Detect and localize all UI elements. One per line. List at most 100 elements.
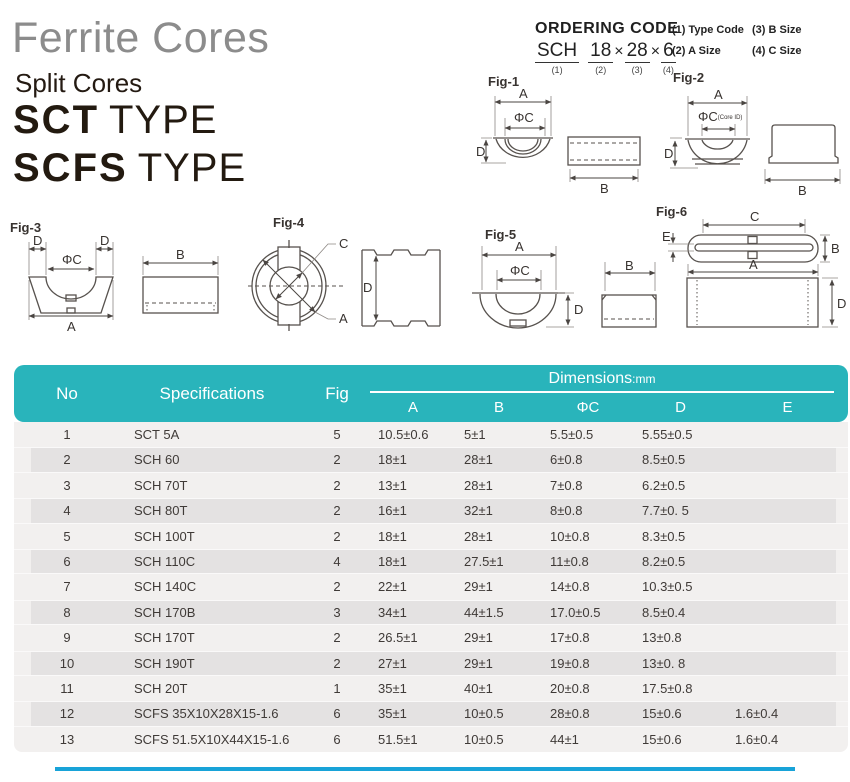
cell-no: 13 — [59, 731, 75, 747]
type-scfs-rest: TYPE — [137, 146, 247, 190]
dim-label-d: D — [33, 233, 42, 248]
legend-item: (3) B Size — [752, 24, 802, 36]
col-header-e: E — [782, 399, 793, 416]
cell-specification: SCH 140C — [134, 579, 197, 595]
cell-specification: SCH 190T — [134, 655, 195, 671]
cell-fig: 5 — [333, 427, 341, 442]
table-row: 8 SCH 170B 3 34±1 44±1.5 17.0±0.5 8.5±0.… — [14, 599, 848, 626]
dim-label-b: B — [831, 241, 840, 256]
dim-label-b: B — [600, 181, 609, 196]
cell-dim-e — [727, 676, 848, 701]
cell-dim-phic: 11±0.8 — [550, 553, 589, 569]
dim-label-d: D — [476, 144, 485, 159]
cell-dim-d: 13±0. 8 — [642, 655, 686, 671]
page-title: Ferrite Cores — [12, 14, 270, 62]
code-part-b: 28 (3) — [624, 40, 650, 75]
cell-dim-phic: 19±0.8 — [550, 655, 590, 671]
code-part-num: (2) — [595, 64, 607, 75]
legend-item: (2) A Size — [672, 45, 721, 57]
cell-dim-b: 10±0.5 — [464, 731, 504, 747]
cell-dim-phic: 14±0.8 — [550, 579, 590, 595]
col-header-specifications: Specifications — [159, 384, 265, 403]
core-id-note: (Core ID) — [718, 115, 743, 121]
cell-dim-e — [727, 574, 848, 599]
fig-3-diagram: Fig-3 D D ΦC A B — [10, 220, 219, 334]
col-header-d: D — [675, 399, 686, 416]
cell-specification: SCFS 35X10X28X15-1.6 — [134, 706, 279, 722]
cell-dim-d: 15±0.6 — [642, 706, 682, 722]
cell-fig: 2 — [333, 503, 341, 519]
cell-no: 3 — [63, 477, 71, 493]
type-title-scfs: SCFS TYPE — [13, 148, 246, 188]
cell-no: 1 — [63, 427, 71, 442]
cell-no: 6 — [63, 553, 71, 569]
cell-dim-a: 34±1 — [378, 604, 407, 620]
spec-table-header: No Specifications Fig Dimensions:mm A B … — [14, 365, 848, 422]
cell-dim-e — [727, 549, 848, 574]
table-row: 11 SCH 20T 1 35±1 40±1 20±0.8 17.5±0.8 — [14, 676, 848, 701]
col-header-fig: Fig — [325, 384, 349, 403]
table-row: 1 SCT 5A 5 10.5±0.6 5±1 5.5±0.5 5.55±0.5 — [14, 422, 848, 447]
cell-dim-a: 18±1 — [378, 553, 407, 569]
cell-dim-d: 8.5±0.5 — [642, 452, 686, 468]
dim-label-phic: ΦC — [62, 252, 82, 267]
cell-specification: SCH 170T — [134, 630, 195, 646]
cell-dim-e: 1.6±0.4 — [735, 731, 779, 747]
dim-label-a: A — [749, 257, 758, 272]
cell-specification: SCT 5A — [134, 427, 180, 442]
cell-no: 5 — [63, 528, 71, 544]
cell-dim-a: 18±1 — [378, 452, 407, 468]
ordering-legend: (1) Type Code (3) B Size (2) A Size (4) … — [672, 24, 802, 57]
legend-item: (1) Type Code — [672, 24, 744, 36]
cell-dim-b: 29±1 — [464, 655, 493, 671]
cell-fig: 2 — [333, 655, 341, 671]
code-part-c: 6 (4) — [661, 40, 676, 75]
type-title-sct: SCT TYPE — [13, 100, 217, 140]
fig-5-label: Fig-5 — [485, 227, 516, 242]
table-row: 6 SCH 110C 4 18±1 27.5±1 11±0.8 8.2±0.5 — [14, 548, 848, 575]
code-part-num: (4) — [662, 64, 674, 75]
ordering-code-example: SCH (1) 18 (2) × 28 (3) × 6 (4) — [535, 40, 678, 75]
cell-no: 8 — [63, 604, 71, 620]
dim-label-e: E — [662, 229, 671, 244]
ordering-code-block: ORDERING CODE SCH (1) 18 (2) × 28 (3) × … — [535, 20, 678, 75]
cell-dim-a: 18±1 — [378, 528, 407, 544]
cell-dim-phic: 8±0.8 — [550, 503, 583, 519]
cell-dim-e — [727, 625, 848, 650]
cell-dim-d: 13±0.8 — [642, 630, 682, 646]
dim-label-c: C — [750, 209, 759, 224]
cell-fig: 3 — [333, 604, 341, 620]
dim-label-a: A — [339, 311, 348, 326]
dim-label-a: A — [714, 87, 723, 102]
dim-label-phic: ΦC — [698, 109, 718, 124]
cell-dim-d: 17.5±0.8 — [642, 680, 693, 696]
cell-dim-b: 28±1 — [464, 528, 493, 544]
code-part-type: SCH (1) — [535, 40, 580, 75]
cell-dim-b: 27.5±1 — [464, 553, 504, 569]
fig-5-diagram: Fig-5 A ΦC D B — [472, 227, 657, 329]
cell-specification: SCH 20T — [134, 680, 188, 696]
dim-label-b: B — [176, 247, 185, 262]
cell-dim-phic: 17±0.8 — [550, 630, 590, 646]
cell-dim-a: 10.5±0.6 — [378, 427, 429, 442]
cell-dim-d: 5.55±0.5 — [642, 427, 693, 442]
cell-specification: SCH 70T — [134, 477, 188, 493]
cell-fig: 6 — [333, 731, 341, 747]
cell-dim-phic: 20±0.8 — [550, 680, 590, 696]
fig-4-diagram: Fig-4 C A D — [248, 215, 441, 331]
cell-dim-a: 13±1 — [378, 477, 407, 493]
cell-specification: SCH 100T — [134, 528, 195, 544]
dim-label-d: D — [837, 296, 846, 311]
dim-label-c: C — [339, 236, 348, 251]
cell-no: 2 — [63, 452, 71, 468]
page-subtitle: Split Cores — [15, 68, 143, 98]
cell-no: 4 — [63, 503, 71, 519]
dimension-subheaders: A B ΦC D E — [370, 393, 848, 422]
cell-fig: 2 — [333, 477, 341, 493]
fig-6-label: Fig-6 — [656, 204, 687, 219]
cell-dim-phic: 44±1 — [550, 731, 579, 747]
cell-dim-phic: 17.0±0.5 — [550, 604, 601, 620]
dim-label-b: B — [625, 258, 634, 273]
cell-dim-a: 51.5±1 — [378, 731, 418, 747]
dim-label-a: A — [515, 239, 524, 254]
